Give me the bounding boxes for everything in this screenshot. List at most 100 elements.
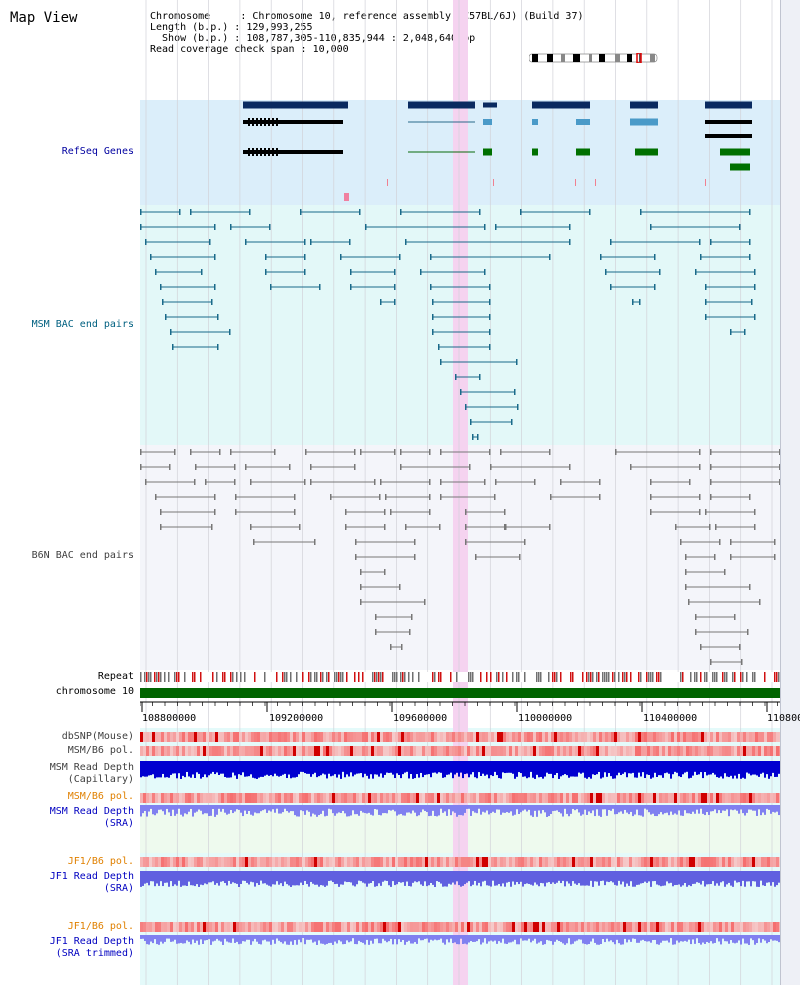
jf1-pol-heat-cell bbox=[551, 857, 554, 867]
msm-depth-capillary-bar bbox=[220, 761, 222, 774]
msm-pol-heat-cell bbox=[557, 746, 560, 756]
jf1-pol-heat-cell bbox=[242, 857, 245, 867]
msm-depth-sra-label[interactable]: MSM Read Depth (SRA) bbox=[50, 806, 134, 830]
jf1-depth-sra-bar bbox=[296, 871, 298, 886]
jf1-pol-heat-cell bbox=[161, 922, 164, 932]
msm-depth-capillary-bar bbox=[728, 761, 730, 778]
msm-pol-heat-cell bbox=[473, 793, 476, 803]
b6n-bac-end bbox=[650, 494, 652, 500]
msm-bac-end bbox=[695, 269, 697, 275]
jf1-depth-sra-bar bbox=[660, 871, 662, 887]
jf1-depth-sra-bar bbox=[488, 871, 490, 886]
msm-pol-heat-cell bbox=[674, 746, 677, 756]
msm-depth-sra-bar bbox=[748, 805, 750, 810]
repeat-element bbox=[650, 672, 652, 682]
msm-pol-heat-cell bbox=[413, 793, 416, 803]
jf1-depth-trimmed-bar bbox=[518, 935, 520, 945]
msm-pol-heat-cell bbox=[704, 746, 707, 756]
msm-depth-capillary-bar bbox=[380, 761, 382, 774]
jf1-depth-trimmed-bar bbox=[488, 935, 490, 942]
msm-depth-sra-bar bbox=[434, 805, 436, 816]
jf1-depth-trimmed-bar bbox=[626, 935, 628, 943]
jf1-pol-label-2[interactable]: JF1/B6 pol. bbox=[67, 921, 134, 932]
repeat-element bbox=[336, 672, 338, 682]
jf1-pol-heat-cell bbox=[188, 857, 191, 867]
msm-depth-capillary-bar bbox=[366, 761, 368, 776]
b6n-bac-end bbox=[140, 464, 142, 470]
repeat-element bbox=[588, 672, 590, 682]
jf1-depth-sra-bar bbox=[494, 871, 496, 886]
dbsnp-heat-cell bbox=[650, 732, 653, 742]
msm-pol-heat-cell bbox=[716, 793, 719, 803]
dbsnp-heat-cell bbox=[167, 732, 170, 742]
msm-bac-end bbox=[359, 209, 361, 215]
scrollbar[interactable] bbox=[780, 0, 800, 985]
jf1-pol-heat-cell bbox=[359, 857, 362, 867]
jf1-pol-heat-cell bbox=[764, 857, 767, 867]
jf1-pol-heat-cell bbox=[467, 922, 470, 932]
msm-depth-sra-bar bbox=[728, 805, 730, 817]
jf1-depth-sra-bar bbox=[238, 871, 240, 887]
jf1-depth-trimmed-bar bbox=[160, 935, 162, 942]
msm-pol-heat-cell bbox=[392, 793, 395, 803]
msm-pol-label-1[interactable]: MSM/B6 pol. bbox=[67, 745, 134, 756]
dbsnp-heat-cell bbox=[599, 732, 602, 742]
b6n-bac-end bbox=[401, 644, 403, 650]
msm-depth-capillary-label[interactable]: MSM Read Depth (Capillary) bbox=[50, 762, 134, 786]
jf1-pol-heat-cell bbox=[629, 922, 632, 932]
jf1-depth-trimmed-bar bbox=[458, 935, 460, 945]
msm-depth-sra-bar bbox=[338, 805, 340, 813]
msm-depth-capillary-bar bbox=[296, 761, 298, 777]
jf1-depth-sra-bar bbox=[460, 871, 462, 887]
repeat-label[interactable]: Repeat bbox=[97, 671, 134, 682]
gene-exon bbox=[248, 148, 250, 156]
repeat-element bbox=[376, 672, 378, 682]
msm-depth-capillary-bar bbox=[426, 761, 428, 775]
b6n-bac-end bbox=[429, 449, 431, 455]
jf1-depth-trimmed-bar bbox=[308, 935, 310, 940]
dbsnp-heat-cell bbox=[254, 732, 257, 742]
jf1-pol-label-1[interactable]: JF1/B6 pol. bbox=[67, 856, 134, 867]
msm-pol-heat-cell bbox=[260, 793, 263, 803]
gene-exon bbox=[408, 121, 475, 123]
chromosome-ideogram[interactable] bbox=[529, 53, 659, 63]
refseq-genes-label[interactable]: RefSeq Genes bbox=[61, 146, 134, 157]
msm-pol-heat-cell bbox=[284, 746, 287, 756]
jf1-pol-heat-cell bbox=[545, 922, 548, 932]
jf1-pol-heat-cell bbox=[752, 922, 755, 932]
dbsnp-label[interactable]: dbSNP(Mouse) bbox=[61, 731, 134, 742]
msm-bac-label[interactable]: MSM BAC end pairs bbox=[31, 319, 134, 330]
jf1-depth-trimmed-bar bbox=[750, 935, 752, 939]
msm-pol-heat-cell bbox=[185, 793, 188, 803]
jf1-pol-heat-cell bbox=[494, 922, 497, 932]
jf1-depth-trimmed-bar bbox=[688, 935, 690, 940]
msm-pol-heat-cell bbox=[407, 746, 410, 756]
jf1-depth-sra-label[interactable]: JF1 Read Depth (SRA) bbox=[50, 871, 134, 895]
jf1-depth-trimmed-bar bbox=[530, 935, 532, 943]
b6n-bac-end bbox=[710, 479, 712, 485]
msm-depth-capillary-bar bbox=[766, 761, 768, 775]
msm-pol-heat-cell bbox=[230, 793, 233, 803]
b6n-bac-label[interactable]: B6N BAC end pairs bbox=[31, 550, 134, 561]
jf1-pol-heat-cell bbox=[257, 922, 260, 932]
jf1-depth-trimmed-bar bbox=[428, 935, 430, 943]
msm-depth-capillary-bar bbox=[214, 761, 216, 775]
dbsnp-heat-cell bbox=[152, 732, 155, 742]
b6n-bac-end bbox=[145, 479, 147, 485]
jf1-depth-trimmed-bar bbox=[376, 935, 378, 939]
msm-depth-capillary-bar bbox=[202, 761, 204, 778]
msm-pol-label-2[interactable]: MSM/B6 pol. bbox=[67, 791, 134, 802]
genome-viewer[interactable] bbox=[140, 0, 780, 985]
jf1-pol-heat-cell bbox=[650, 857, 653, 867]
repeat-element bbox=[378, 672, 380, 682]
repeat-element bbox=[314, 672, 316, 682]
msm-pol-heat-cell bbox=[329, 793, 332, 803]
jf1-depth-trimmed-label[interactable]: JF1 Read Depth (SRA trimmed) bbox=[50, 936, 134, 960]
msm-depth-sra-bar bbox=[512, 805, 514, 816]
msm-pol-heat-cell bbox=[677, 793, 680, 803]
jf1-depth-trimmed-bar bbox=[226, 935, 228, 942]
msm-pol-heat-cell bbox=[506, 746, 509, 756]
msm-pol-heat-cell bbox=[539, 793, 542, 803]
chromosome-label[interactable]: chromosome 10 bbox=[55, 686, 134, 697]
jf1-depth-trimmed-bar bbox=[718, 935, 720, 942]
